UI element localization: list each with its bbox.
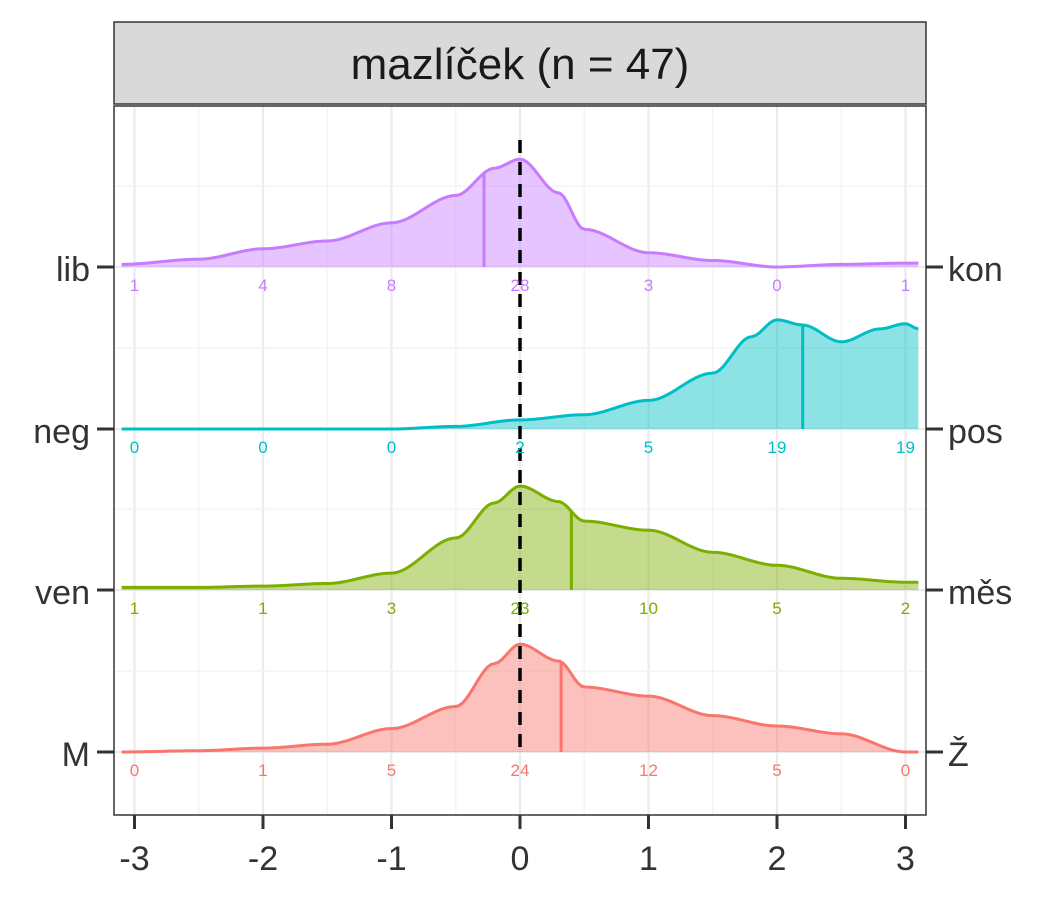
x-axis-tick-label: 1: [639, 840, 658, 878]
x-axis-tick-label: 3: [896, 840, 915, 878]
count-label: 1: [901, 276, 910, 295]
count-labels: 1 4 8 28 3 0 10 0 0 2 5 19 191 1 3 23 10 5 20 1 5 24 12 5 0: [130, 276, 915, 780]
count-label: 4: [258, 276, 267, 295]
count-label: 0: [901, 761, 910, 780]
facet-strip: mazlíček (n = 47): [113, 21, 927, 105]
count-label: 1: [130, 276, 139, 295]
count-label: 1: [258, 599, 267, 618]
x-axis-tick-label: -2: [248, 840, 278, 878]
count-label: 23: [511, 599, 530, 618]
count-label: 0: [130, 438, 139, 457]
count-label: 8: [387, 276, 396, 295]
count-label: 0: [772, 276, 781, 295]
count-label: 5: [772, 599, 781, 618]
count-label: 28: [511, 276, 530, 295]
count-label: 5: [644, 438, 653, 457]
x-axis-tick-label: -1: [376, 840, 406, 878]
count-label: 5: [387, 761, 396, 780]
count-label: 12: [639, 761, 658, 780]
y-axis-left-label: neg: [33, 413, 90, 451]
density-area: [121, 319, 919, 429]
y-axis-right-label: Ž: [948, 736, 969, 774]
count-label: 2: [515, 438, 524, 457]
count-label: 1: [130, 599, 139, 618]
density-line: [121, 484, 919, 589]
count-label: 10: [639, 599, 658, 618]
count-label: 0: [387, 438, 396, 457]
y-axis-right-label: pos: [948, 413, 1003, 451]
x-axis-tick-label: 0: [511, 840, 530, 878]
facet-strip-title: mazlíček (n = 47): [351, 40, 690, 89]
x-axis-tick-label: -3: [119, 840, 149, 878]
y-axis-right-label: kon: [948, 251, 1003, 289]
count-label: 0: [258, 438, 267, 457]
count-label: 1: [258, 761, 267, 780]
y-axis-left-label: M: [62, 736, 90, 774]
density-line: [121, 157, 919, 269]
facet-strip-box: [113, 21, 927, 105]
count-label: 19: [896, 438, 915, 457]
ridge-neg-pos: [121, 318, 919, 431]
y-axis-right-label: měs: [948, 574, 1012, 612]
count-label: 5: [772, 761, 781, 780]
density-line: [121, 642, 919, 754]
x-axis-tick-label: 2: [768, 840, 787, 878]
density-line: [121, 318, 919, 431]
count-label: 3: [387, 599, 396, 618]
count-label: 2: [901, 599, 910, 618]
count-label: 19: [768, 438, 787, 457]
grid-lines: [114, 106, 926, 815]
count-label: 24: [511, 761, 530, 780]
count-label: 0: [130, 761, 139, 780]
y-axis-left-label: ven: [35, 574, 90, 612]
y-axis-left-label: lib: [56, 251, 90, 289]
count-label: 3: [644, 276, 653, 295]
